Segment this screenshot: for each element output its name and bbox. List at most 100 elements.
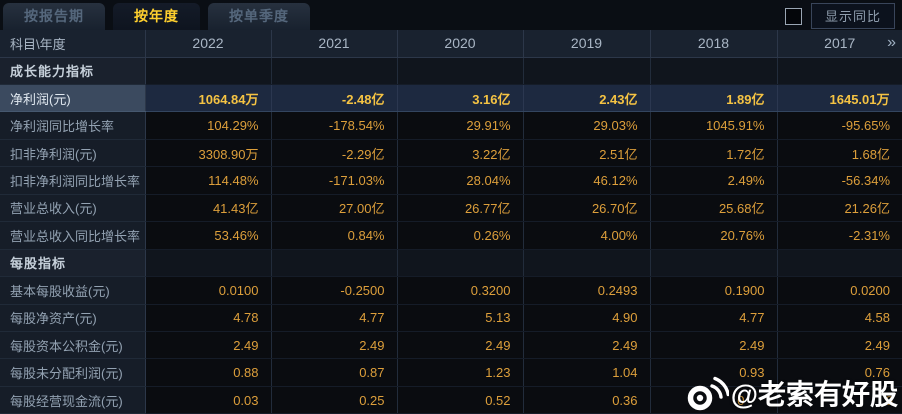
header-year-2021: 2021 <box>271 30 398 58</box>
table-row[interactable]: 营业总收入同比增长率 53.46% 0.84% 0.26% 4.00% 20.76% -2.… <box>0 221 902 250</box>
row-label: 成长能力指标 <box>0 57 146 85</box>
cell-value <box>523 249 651 278</box>
cell-value <box>650 249 778 278</box>
cell-value: 4.58 <box>777 304 902 333</box>
table-header-row: 科目\年度 2022 2021 2020 2019 2018 2017 » <box>0 30 902 58</box>
cell-value <box>523 57 651 85</box>
cell-value: 2.43亿 <box>523 84 651 113</box>
tab-by-year[interactable]: 按年度 <box>113 3 200 30</box>
row-label: 净利润同比增长率 <box>0 111 146 140</box>
cell-value: -178.54% <box>271 111 398 140</box>
cell-value: 3308.90万 <box>145 139 272 168</box>
cell-value: -95.65% <box>777 111 902 140</box>
cell-value: 114.48% <box>145 166 272 195</box>
row-label: 每股未分配利润(元) <box>0 358 146 387</box>
show-yoy-button[interactable]: 显示同比 <box>810 3 895 29</box>
cell-value: 3.22亿 <box>397 139 524 168</box>
header-year-2022: 2022 <box>145 30 272 58</box>
cell-value: 2.51亿 <box>523 139 651 168</box>
table-row[interactable]: 每股资本公积金(元) 2.49 2.49 2.49 2.49 2.49 2.49 <box>0 331 902 360</box>
cell-value: 25.68亿 <box>650 194 778 223</box>
row-label: 基本每股收益(元) <box>0 276 146 305</box>
cell-value: 28.04% <box>397 166 524 195</box>
cell-value: 4.90 <box>523 304 651 333</box>
section-header-row[interactable]: 成长能力指标 <box>0 57 902 85</box>
table-row[interactable]: 净利润(元) 1064.84万 -2.48亿 3.16亿 2.43亿 1.89亿 1645.… <box>0 84 902 113</box>
cell-value: 0.76 <box>777 358 902 387</box>
cell-value: 29.03% <box>523 111 651 140</box>
cell-value: 4.00% <box>523 221 651 250</box>
cell-value: 26.70亿 <box>523 194 651 223</box>
cell-value: 0.26% <box>397 221 524 250</box>
cell-value: 2.49 <box>271 331 398 360</box>
tab-by-quarter[interactable]: 按单季度 <box>208 3 310 30</box>
table-row[interactable]: 扣非净利润同比增长率 114.48% -171.03% 28.04% 46.12% 2.4… <box>0 166 902 195</box>
cell-value <box>145 57 272 85</box>
cell-value: 0.93 <box>650 358 778 387</box>
table-row[interactable]: 净利润同比增长率 104.29% -178.54% 29.91% 29.03% 1045.… <box>0 111 902 140</box>
cell-value: 3.16亿 <box>397 84 524 113</box>
cell-value: 0.3200 <box>397 276 524 305</box>
row-label: 每股指标 <box>0 249 146 278</box>
cell-value: 0.0200 <box>777 276 902 305</box>
row-label: 每股经营现金流(元) <box>0 386 146 414</box>
row-label: 扣非净利润同比增长率 <box>0 166 146 195</box>
header-year-2018: 2018 <box>650 30 778 58</box>
row-label: 营业总收入(元) <box>0 194 146 223</box>
row-label: 扣非净利润(元) <box>0 139 146 168</box>
table-row[interactable]: 每股净资产(元) 4.78 4.77 5.13 4.90 4.77 4.58 <box>0 304 902 333</box>
table-row[interactable]: 每股未分配利润(元) 0.88 0.87 1.23 1.04 0.93 0.76 <box>0 358 902 387</box>
cell-value: 1.68亿 <box>777 139 902 168</box>
row-label: 每股净资产(元) <box>0 304 146 333</box>
cell-value: 0.03 <box>145 386 272 414</box>
header-year-2019: 2019 <box>523 30 651 58</box>
cell-value: 21.26亿 <box>777 194 902 223</box>
section-header-row[interactable]: 每股指标 <box>0 249 902 278</box>
cell-value: 0.52 <box>397 386 524 414</box>
cell-value: -56.34% <box>777 166 902 195</box>
show-yoy-checkbox[interactable] <box>784 7 802 25</box>
cell-value <box>271 57 398 85</box>
cell-value: 1645.01万 <box>777 84 902 113</box>
cell-value: 2.49 <box>777 331 902 360</box>
cell-value: 1.04 <box>523 358 651 387</box>
cell-value: -0.2500 <box>271 276 398 305</box>
cell-value: 0 <box>650 386 778 414</box>
table-row[interactable]: 扣非净利润(元) 3308.90万 -2.29亿 3.22亿 2.51亿 1.72亿 1.6… <box>0 139 902 168</box>
header-year-2020: 2020 <box>397 30 524 58</box>
header-year-2017: 2017 » <box>777 30 902 58</box>
cell-value: 1045.91% <box>650 111 778 140</box>
cell-value: 2.49 <box>397 331 524 360</box>
cell-value: 27.00亿 <box>271 194 398 223</box>
cell-value: 4.78 <box>145 304 272 333</box>
row-label: 每股资本公积金(元) <box>0 331 146 360</box>
table-row[interactable]: 营业总收入(元) 41.43亿 27.00亿 26.77亿 26.70亿 25.68亿 21… <box>0 194 902 223</box>
cell-value: 41.43亿 <box>145 194 272 223</box>
cell-value: 0.2493 <box>523 276 651 305</box>
cell-value: 2.49 <box>650 331 778 360</box>
cell-value: 0.1900 <box>650 276 778 305</box>
more-years-chevron-icon[interactable]: » <box>887 34 896 52</box>
cell-value: 4.77 <box>650 304 778 333</box>
cell-value: 104.29% <box>145 111 272 140</box>
yoy-controls: 显示同比 <box>784 3 895 29</box>
cell-value: 1064.84万 <box>145 84 272 113</box>
tab-by-report-period[interactable]: 按报告期 <box>3 3 105 30</box>
cell-value <box>397 249 524 278</box>
cell-value: 2.49 <box>145 331 272 360</box>
table-row[interactable]: 每股经营现金流(元) 0.03 0.25 0.52 0.36 0 9 <box>0 386 902 414</box>
cell-value: 5.13 <box>397 304 524 333</box>
cell-value: 0.25 <box>271 386 398 414</box>
header-corner-label: 科目\年度 <box>0 30 146 58</box>
cell-value: 4.77 <box>271 304 398 333</box>
cell-value: 20.76% <box>650 221 778 250</box>
cell-value <box>397 57 524 85</box>
cell-value: 29.91% <box>397 111 524 140</box>
cell-value: 0.84% <box>271 221 398 250</box>
cell-value: 1.23 <box>397 358 524 387</box>
table-row[interactable]: 基本每股收益(元) 0.0100 -0.2500 0.3200 0.2493 0.1900… <box>0 276 902 305</box>
cell-value: 1.89亿 <box>650 84 778 113</box>
row-label: 营业总收入同比增长率 <box>0 221 146 250</box>
cell-value <box>145 249 272 278</box>
cell-value: 0.87 <box>271 358 398 387</box>
